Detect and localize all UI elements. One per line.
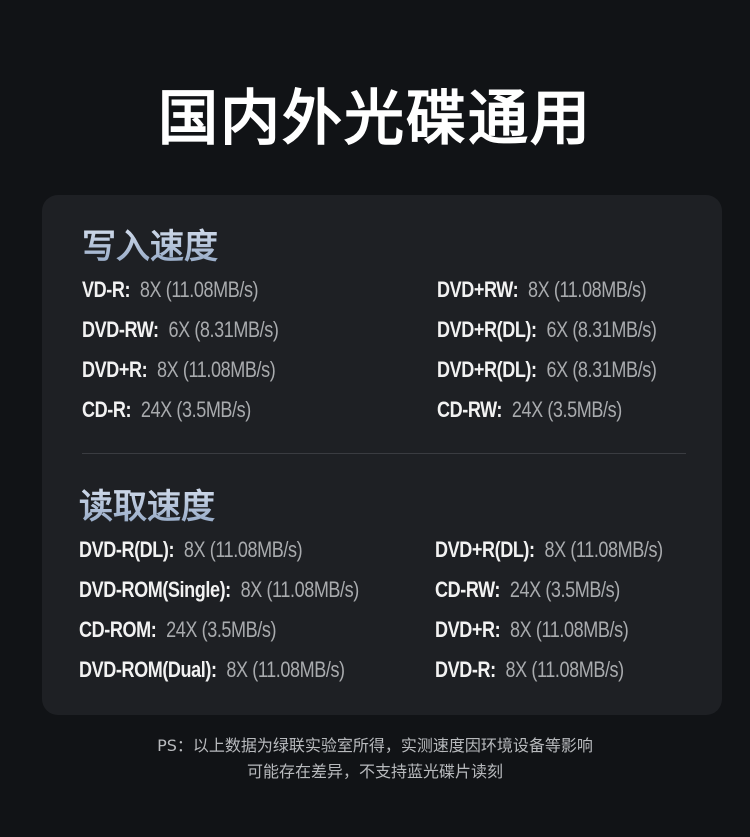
read-speed-item: DVD-ROM(Single): 8X (11.08MB/s) <box>79 577 359 603</box>
speed-value: 24X (3.5MB/s) <box>166 617 277 642</box>
write-speed-item: DVD-RW: 6X (8.31MB/s) <box>82 317 279 343</box>
speed-value: 24X (3.5MB/s) <box>509 577 620 602</box>
speed-value: 8X (11.08MB/s) <box>157 357 276 382</box>
disc-type-label: DVD-RW: <box>82 317 159 342</box>
speed-value: 8X (11.08MB/s) <box>505 657 625 682</box>
disc-type-label: DVD+R(DL): <box>435 537 535 562</box>
disc-type-label: CD-RW: <box>435 577 501 602</box>
page-title: 国内外光碟通用 <box>158 84 592 154</box>
disc-type-label: VD-R: <box>82 277 131 302</box>
disc-type-label: DVD+R: <box>82 357 148 382</box>
write-speed-item: DVD+R(DL): 6X (8.31MB/s) <box>437 357 657 383</box>
speed-value: 24X (3.5MB/s) <box>511 397 622 422</box>
disc-type-label: DVD+R: <box>435 617 501 642</box>
speed-value: 8X (11.08MB/s) <box>139 277 259 302</box>
disclaimer-line-1: PS：以上数据为绿联实验室所得，实测速度因环境设备等影响 <box>157 736 593 755</box>
read-speed-item: DVD-R(DL): 8X (11.08MB/s) <box>79 537 303 563</box>
read-speed-item: DVD+R(DL): 8X (11.08MB/s) <box>435 537 663 563</box>
write-speed-item: CD-RW: 24X (3.5MB/s) <box>437 397 622 423</box>
disc-type-label: DVD+RW: <box>437 277 519 302</box>
disc-type-label: DVD+R(DL): <box>437 357 537 382</box>
read-speed-item: CD-ROM: 24X (3.5MB/s) <box>79 617 277 643</box>
speed-value: 8X (11.08MB/s) <box>510 617 629 642</box>
speed-value: 8X (11.08MB/s) <box>544 537 663 562</box>
write-speed-item: CD-R: 24X (3.5MB/s) <box>82 397 251 423</box>
speed-value: 6X (8.31MB/s) <box>168 317 279 342</box>
speed-value: 8X (11.08MB/s) <box>528 277 647 302</box>
disc-type-label: DVD-R(DL): <box>79 537 175 562</box>
speed-card: 写入速度 VD-R: 8X (11.08MB/s) DVD-RW: 6X (8.31M… <box>42 195 722 715</box>
speed-value: 8X (11.08MB/s) <box>226 657 345 682</box>
disc-type-label: CD-R: <box>82 397 132 422</box>
disclaimer-line-2: 可能存在差异，不支持蓝光碟片读刻 <box>246 762 503 781</box>
disc-type-label: DVD-ROM(Dual): <box>79 657 217 682</box>
speed-value: 8X (11.08MB/s) <box>240 577 360 602</box>
read-speed-item: CD-RW: 24X (3.5MB/s) <box>435 577 620 603</box>
read-speed-item: DVD-R: 8X (11.08MB/s) <box>435 657 624 683</box>
divider <box>82 453 686 454</box>
speed-value: 6X (8.31MB/s) <box>546 317 657 342</box>
disc-type-label: CD-ROM: <box>79 617 157 642</box>
write-speed-item: DVD+RW: 8X (11.08MB/s) <box>437 277 647 303</box>
speed-value: 8X (11.08MB/s) <box>183 537 303 562</box>
disc-type-label: DVD-ROM(Single): <box>79 577 231 602</box>
read-speed-item: DVD-ROM(Dual): 8X (11.08MB/s) <box>79 657 345 683</box>
speed-value: 24X (3.5MB/s) <box>140 397 251 422</box>
read-speed-heading: 读取速度 <box>79 479 215 528</box>
disc-type-label: DVD+R(DL): <box>437 317 537 342</box>
write-speed-item: VD-R: 8X (11.08MB/s) <box>82 277 259 303</box>
speed-value: 6X (8.31MB/s) <box>546 357 657 382</box>
write-speed-heading: 写入速度 <box>82 219 218 268</box>
write-speed-item: DVD+R: 8X (11.08MB/s) <box>82 357 276 383</box>
disc-type-label: DVD-R: <box>435 657 496 682</box>
disc-type-label: CD-RW: <box>437 397 503 422</box>
read-speed-item: DVD+R: 8X (11.08MB/s) <box>435 617 629 643</box>
write-speed-item: DVD+R(DL): 6X (8.31MB/s) <box>437 317 657 343</box>
